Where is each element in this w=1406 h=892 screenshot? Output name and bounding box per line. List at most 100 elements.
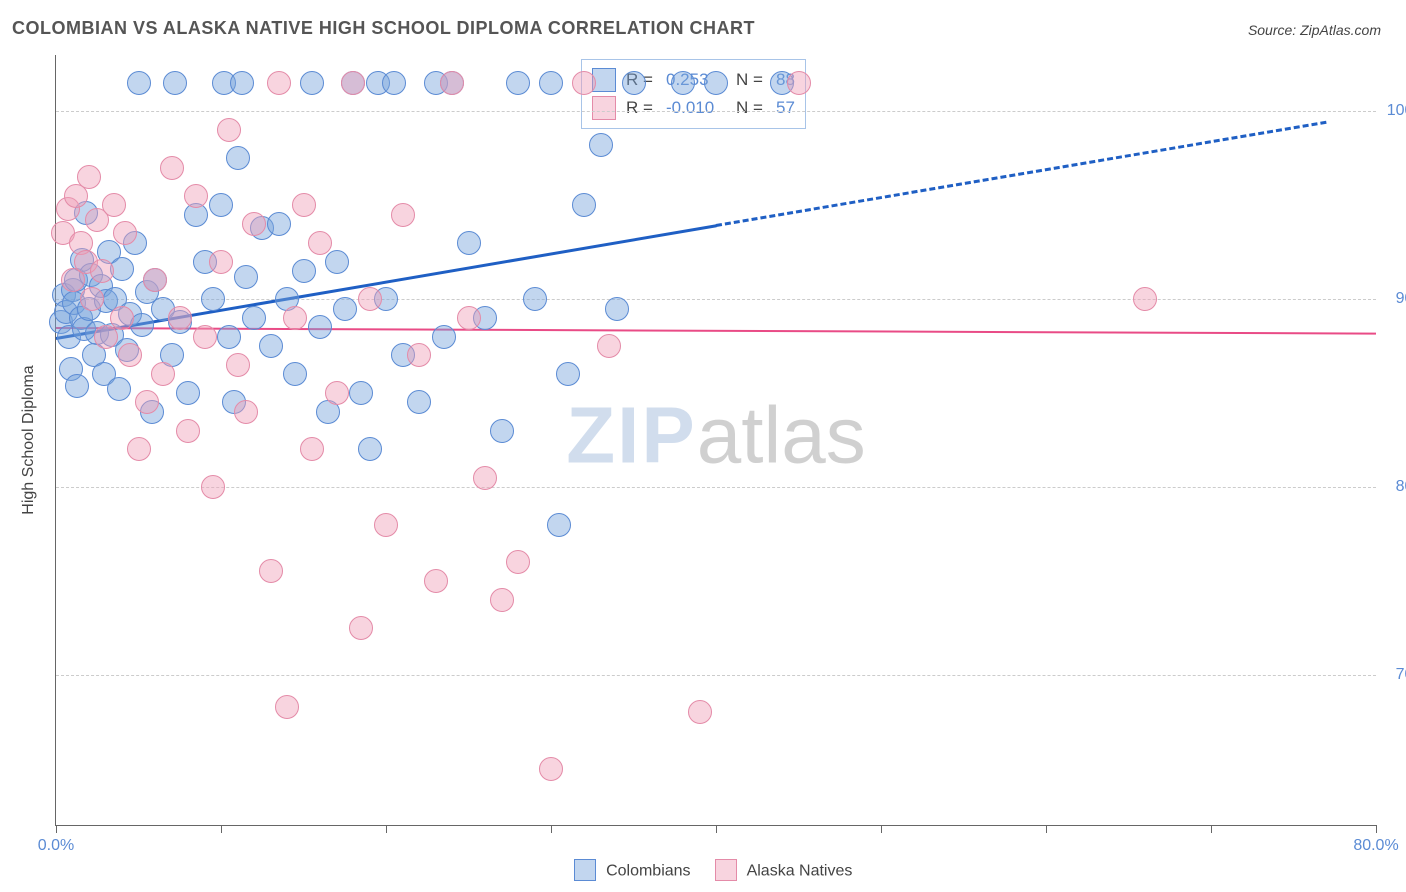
watermark: ZIPatlas [566,389,865,481]
scatter-point [163,71,187,95]
legend-swatch-pink [592,96,616,120]
scatter-point [391,203,415,227]
scatter-point [283,306,307,330]
scatter-point [358,437,382,461]
xtick [881,825,882,833]
scatter-point [457,231,481,255]
n-label: N = [736,70,766,90]
ytick-label: 90.0% [1381,290,1406,308]
scatter-point [671,71,695,95]
scatter-point [473,466,497,490]
scatter-point [292,259,316,283]
scatter-point [113,221,137,245]
scatter-point [787,71,811,95]
bottom-legend: Colombians Alaska Natives [0,859,1406,884]
scatter-point [349,381,373,405]
xtick [1046,825,1047,833]
n-value-alaska: 57 [776,98,795,118]
scatter-point [325,381,349,405]
scatter-point [209,193,233,217]
scatter-point [300,71,324,95]
scatter-point [127,71,151,95]
scatter-point [259,559,283,583]
scatter-point [201,475,225,499]
ytick-label: 80.0% [1381,478,1406,496]
r-label: R = [626,98,656,118]
scatter-point [143,268,167,292]
legend-row-alaska: R = -0.010 N = 57 [592,94,795,122]
scatter-point [407,343,431,367]
scatter-point [118,343,142,367]
plot-area: ZIPatlas R = 0.253 N = 88 R = -0.010 N =… [55,55,1376,826]
xtick [386,825,387,833]
xtick [221,825,222,833]
scatter-point [382,71,406,95]
scatter-point [217,325,241,349]
gridline-h [56,487,1376,488]
scatter-point [176,381,200,405]
scatter-point [77,165,101,189]
r-value-alaska: -0.010 [666,98,726,118]
gridline-h [56,111,1376,112]
scatter-point [572,71,596,95]
n-label: N = [736,98,766,118]
scatter-point [151,362,175,386]
scatter-point [234,265,258,289]
scatter-point [547,513,571,537]
xtick [1211,825,1212,833]
scatter-point [184,184,208,208]
scatter-point [688,700,712,724]
bottom-swatch-colombians [574,859,596,881]
xtick [56,825,57,833]
scatter-point [80,287,104,311]
scatter-point [90,259,114,283]
scatter-point [65,374,89,398]
scatter-point [201,287,225,311]
ytick-label: 100.0% [1381,102,1406,120]
scatter-point [209,250,233,274]
bottom-swatch-alaska [715,859,737,881]
scatter-point [308,315,332,339]
scatter-point [506,71,530,95]
scatter-point [349,616,373,640]
scatter-point [242,306,266,330]
gridline-h [56,675,1376,676]
scatter-point [374,513,398,537]
scatter-point [407,390,431,414]
scatter-point [432,325,456,349]
scatter-point [704,71,728,95]
xtick [551,825,552,833]
scatter-point [490,588,514,612]
scatter-point [160,156,184,180]
scatter-point [308,231,332,255]
gridline-h [56,299,1376,300]
scatter-point [333,297,357,321]
y-axis-title: High School Diploma [20,365,38,514]
scatter-point [283,362,307,386]
scatter-point [1133,287,1157,311]
xtick [716,825,717,833]
scatter-point [506,550,530,574]
scatter-point [572,193,596,217]
scatter-point [259,334,283,358]
watermark-zip: ZIP [566,390,696,479]
scatter-point [127,437,151,461]
ytick-label: 70.0% [1381,666,1406,684]
scatter-point [107,377,131,401]
scatter-point [226,146,250,170]
scatter-point [490,419,514,443]
scatter-point [102,193,126,217]
scatter-point [440,71,464,95]
scatter-point [523,287,547,311]
scatter-point [341,71,365,95]
chart-container: COLOMBIAN VS ALASKA NATIVE HIGH SCHOOL D… [0,0,1406,892]
scatter-point [242,212,266,236]
source-attribution: Source: ZipAtlas.com [1248,22,1381,38]
scatter-point [110,306,134,330]
scatter-point [539,71,563,95]
scatter-point [230,71,254,95]
xtick [1376,825,1377,833]
scatter-point [217,118,241,142]
scatter-point [556,362,580,386]
scatter-point [168,306,192,330]
